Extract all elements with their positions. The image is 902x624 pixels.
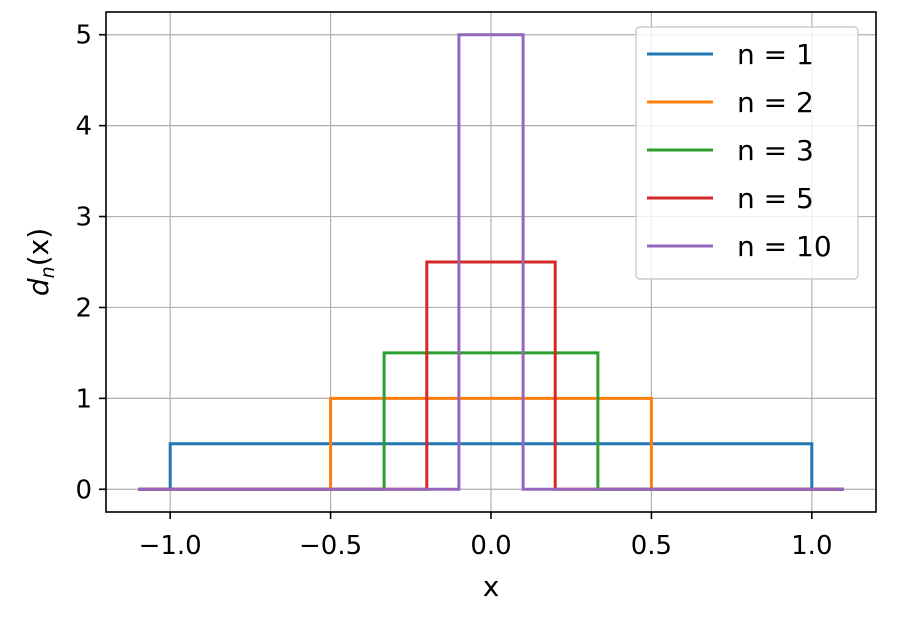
y-tick-label: 1 (75, 384, 92, 414)
axis-ticks: −1.0 −0.5 0.0 0.5 1.0 0 1 2 3 4 5 (75, 21, 832, 561)
x-tick-label: 0.0 (470, 531, 511, 561)
y-axis-label-tail: (x) (22, 228, 55, 266)
x-tick-label: 1.0 (791, 531, 832, 561)
y-tick-label: 3 (75, 203, 92, 233)
y-axis-label: dn(x) (22, 228, 59, 296)
y-tick-label: 5 (75, 21, 92, 51)
y-axis-label-subscript: n (37, 266, 59, 278)
y-axis-label-main: d (22, 278, 55, 296)
plot-area (138, 33, 844, 491)
legend-label-n-1: n = 1 (737, 38, 814, 71)
y-tick-label: 4 (75, 112, 92, 142)
legend-label-n-5: n = 5 (737, 182, 814, 215)
legend-label-n-3: n = 3 (737, 134, 814, 167)
legend-box (635, 26, 859, 280)
x-tick-label: −1.0 (139, 531, 202, 561)
x-tick-label: 0.5 (631, 531, 672, 561)
legend-label-n-10: n = 10 (737, 230, 832, 263)
series-line-n-10 (138, 33, 844, 491)
y-tick-label: 0 (75, 475, 92, 505)
y-tick-label: 2 (75, 293, 92, 323)
x-axis-label: x (483, 570, 500, 603)
x-tick-label: −0.5 (299, 531, 362, 561)
legend: n = 1 n = 2 n = 3 n = 5 n = 10 (635, 26, 859, 280)
legend-label-n-2: n = 2 (737, 86, 814, 119)
